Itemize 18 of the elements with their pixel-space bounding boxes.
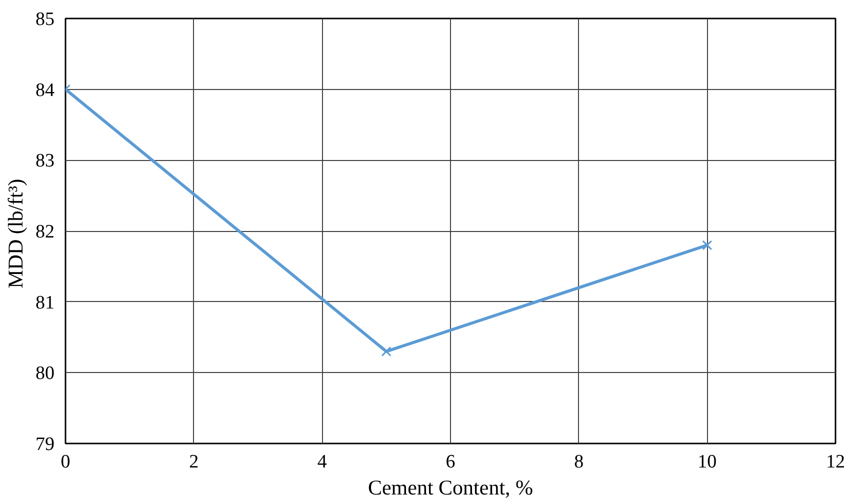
x-tick-label: 4 (317, 452, 328, 472)
y-tick-label: 83 (36, 150, 54, 172)
y-tick-label: 80 (36, 363, 54, 384)
point (381, 346, 392, 356)
y-axis-title: MDD (lb/ft³) (4, 178, 28, 288)
x-axis-title: Cement Content, % (368, 476, 534, 500)
x-tick-label: 6 (446, 452, 456, 472)
x-tick-label: 2 (189, 452, 199, 472)
y-tick-label: 82 (36, 222, 54, 242)
x-tick-label: 8 (574, 452, 584, 472)
point (702, 240, 712, 250)
y-tick-label: 84 (36, 80, 55, 101)
y-tick-label: 81 (36, 292, 54, 314)
y-tick-label: 79 (36, 434, 54, 455)
x-tick-label: 12 (826, 452, 845, 472)
y-tick-label: 85 (36, 9, 54, 30)
x-tick-label: 0 (60, 452, 70, 472)
x-tick-label: 10 (698, 452, 717, 472)
